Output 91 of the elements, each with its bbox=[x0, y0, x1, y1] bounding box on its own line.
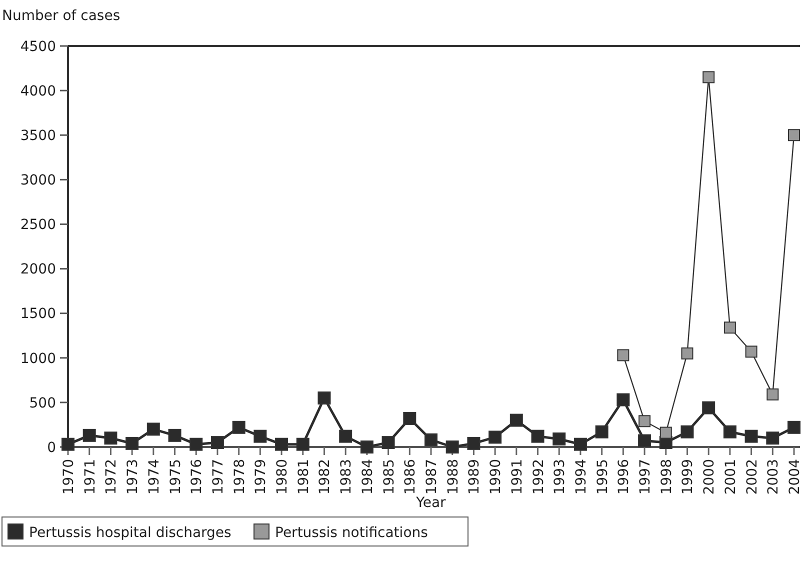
point bbox=[446, 440, 459, 454]
point bbox=[210, 436, 224, 450]
x-tick-label: 1976 bbox=[189, 458, 206, 495]
point bbox=[745, 346, 758, 358]
y-tick-label: 1500 bbox=[20, 306, 56, 322]
x-tick-label: 1989 bbox=[466, 459, 483, 495]
point bbox=[296, 438, 310, 451]
point bbox=[616, 393, 630, 406]
x-tick-label: 1991 bbox=[509, 459, 526, 495]
x-tick-label: 1971 bbox=[82, 459, 98, 495]
point bbox=[595, 425, 608, 438]
y-tick-label: 1000 bbox=[20, 350, 56, 367]
y-tick-label: 4500 bbox=[20, 38, 56, 55]
x-tick-label: 1983 bbox=[338, 459, 355, 495]
x-tick-label: 1974 bbox=[146, 458, 162, 495]
x-tick-label: 2001 bbox=[722, 459, 739, 495]
x-tick-label: 2003 bbox=[766, 459, 782, 495]
point bbox=[104, 432, 118, 445]
x-axis-title: Year bbox=[415, 495, 446, 511]
x-tick-label: 1995 bbox=[594, 459, 611, 495]
point bbox=[318, 391, 331, 404]
point bbox=[766, 432, 780, 445]
point bbox=[660, 426, 672, 439]
x-tick-label: 1980 bbox=[274, 459, 291, 495]
point bbox=[574, 438, 587, 451]
x-tick-label: 1994 bbox=[573, 458, 590, 495]
x-tick-label: 1981 bbox=[296, 459, 312, 495]
x-tick-label: 1970 bbox=[61, 459, 77, 495]
y-tick-label: 500 bbox=[29, 395, 56, 412]
point bbox=[339, 430, 352, 443]
point bbox=[638, 434, 652, 448]
point bbox=[190, 438, 203, 451]
point bbox=[680, 425, 694, 438]
x-tick-label: 1997 bbox=[638, 459, 654, 495]
x-tick-label: 1985 bbox=[381, 459, 398, 495]
y-axis-title: Number of cases bbox=[2, 8, 120, 24]
point bbox=[382, 436, 395, 450]
x-tick-label: 1986 bbox=[402, 458, 419, 495]
x-tick-label: 1978 bbox=[232, 459, 248, 495]
y-tick-label: 3000 bbox=[20, 172, 56, 189]
point bbox=[531, 430, 544, 443]
point bbox=[232, 420, 246, 434]
point bbox=[403, 412, 416, 425]
y-tick-label: 2500 bbox=[20, 217, 56, 234]
legend-label: Pertussis notifications bbox=[275, 525, 428, 541]
x-tick-label: 1992 bbox=[530, 459, 547, 495]
y-tick-label: 0 bbox=[47, 440, 56, 456]
point bbox=[360, 440, 374, 454]
x-tick-label: 2000 bbox=[702, 459, 718, 495]
point bbox=[168, 428, 182, 442]
point bbox=[723, 425, 736, 438]
y-tick-label: 3500 bbox=[20, 128, 56, 144]
x-tick-label: 1990 bbox=[488, 459, 504, 495]
point bbox=[126, 436, 139, 450]
point bbox=[552, 432, 566, 446]
point bbox=[488, 430, 502, 444]
point bbox=[146, 422, 160, 436]
point bbox=[467, 436, 480, 450]
legend-label: Pertussis hospital discharges bbox=[29, 525, 232, 541]
x-tick-label: 1977 bbox=[210, 459, 226, 495]
point bbox=[744, 430, 758, 443]
y-tick-label: 4000 bbox=[20, 83, 56, 100]
point bbox=[788, 129, 800, 142]
x-tick-label: 1999 bbox=[680, 459, 696, 495]
x-tick-label: 2002 bbox=[744, 459, 760, 495]
point bbox=[82, 428, 96, 442]
x-tick-label: 1972 bbox=[104, 459, 120, 495]
point bbox=[702, 401, 716, 414]
point bbox=[724, 322, 736, 334]
point bbox=[424, 433, 438, 446]
point bbox=[638, 415, 651, 428]
point bbox=[766, 388, 779, 400]
x-tick-label: 1979 bbox=[253, 459, 270, 495]
x-tick-label: 1998 bbox=[658, 459, 675, 495]
x-tick-label: 1996 bbox=[616, 458, 632, 495]
point bbox=[275, 438, 288, 451]
x-tick-label: 1973 bbox=[125, 459, 142, 495]
x-tick-label: 1988 bbox=[445, 459, 462, 495]
point bbox=[702, 71, 715, 84]
x-tick-label: 2004 bbox=[787, 458, 803, 495]
point bbox=[788, 420, 800, 434]
x-tick-label: 1982 bbox=[317, 459, 334, 495]
y-tick-label: 2000 bbox=[20, 262, 56, 278]
point bbox=[510, 414, 523, 427]
point bbox=[254, 430, 267, 443]
x-tick-label: 1993 bbox=[552, 459, 568, 495]
x-tick-label: 1975 bbox=[168, 459, 184, 495]
point bbox=[617, 349, 630, 362]
point bbox=[681, 347, 694, 360]
x-tick-label: 1987 bbox=[424, 459, 440, 495]
x-tick-label: 1984 bbox=[360, 458, 376, 495]
